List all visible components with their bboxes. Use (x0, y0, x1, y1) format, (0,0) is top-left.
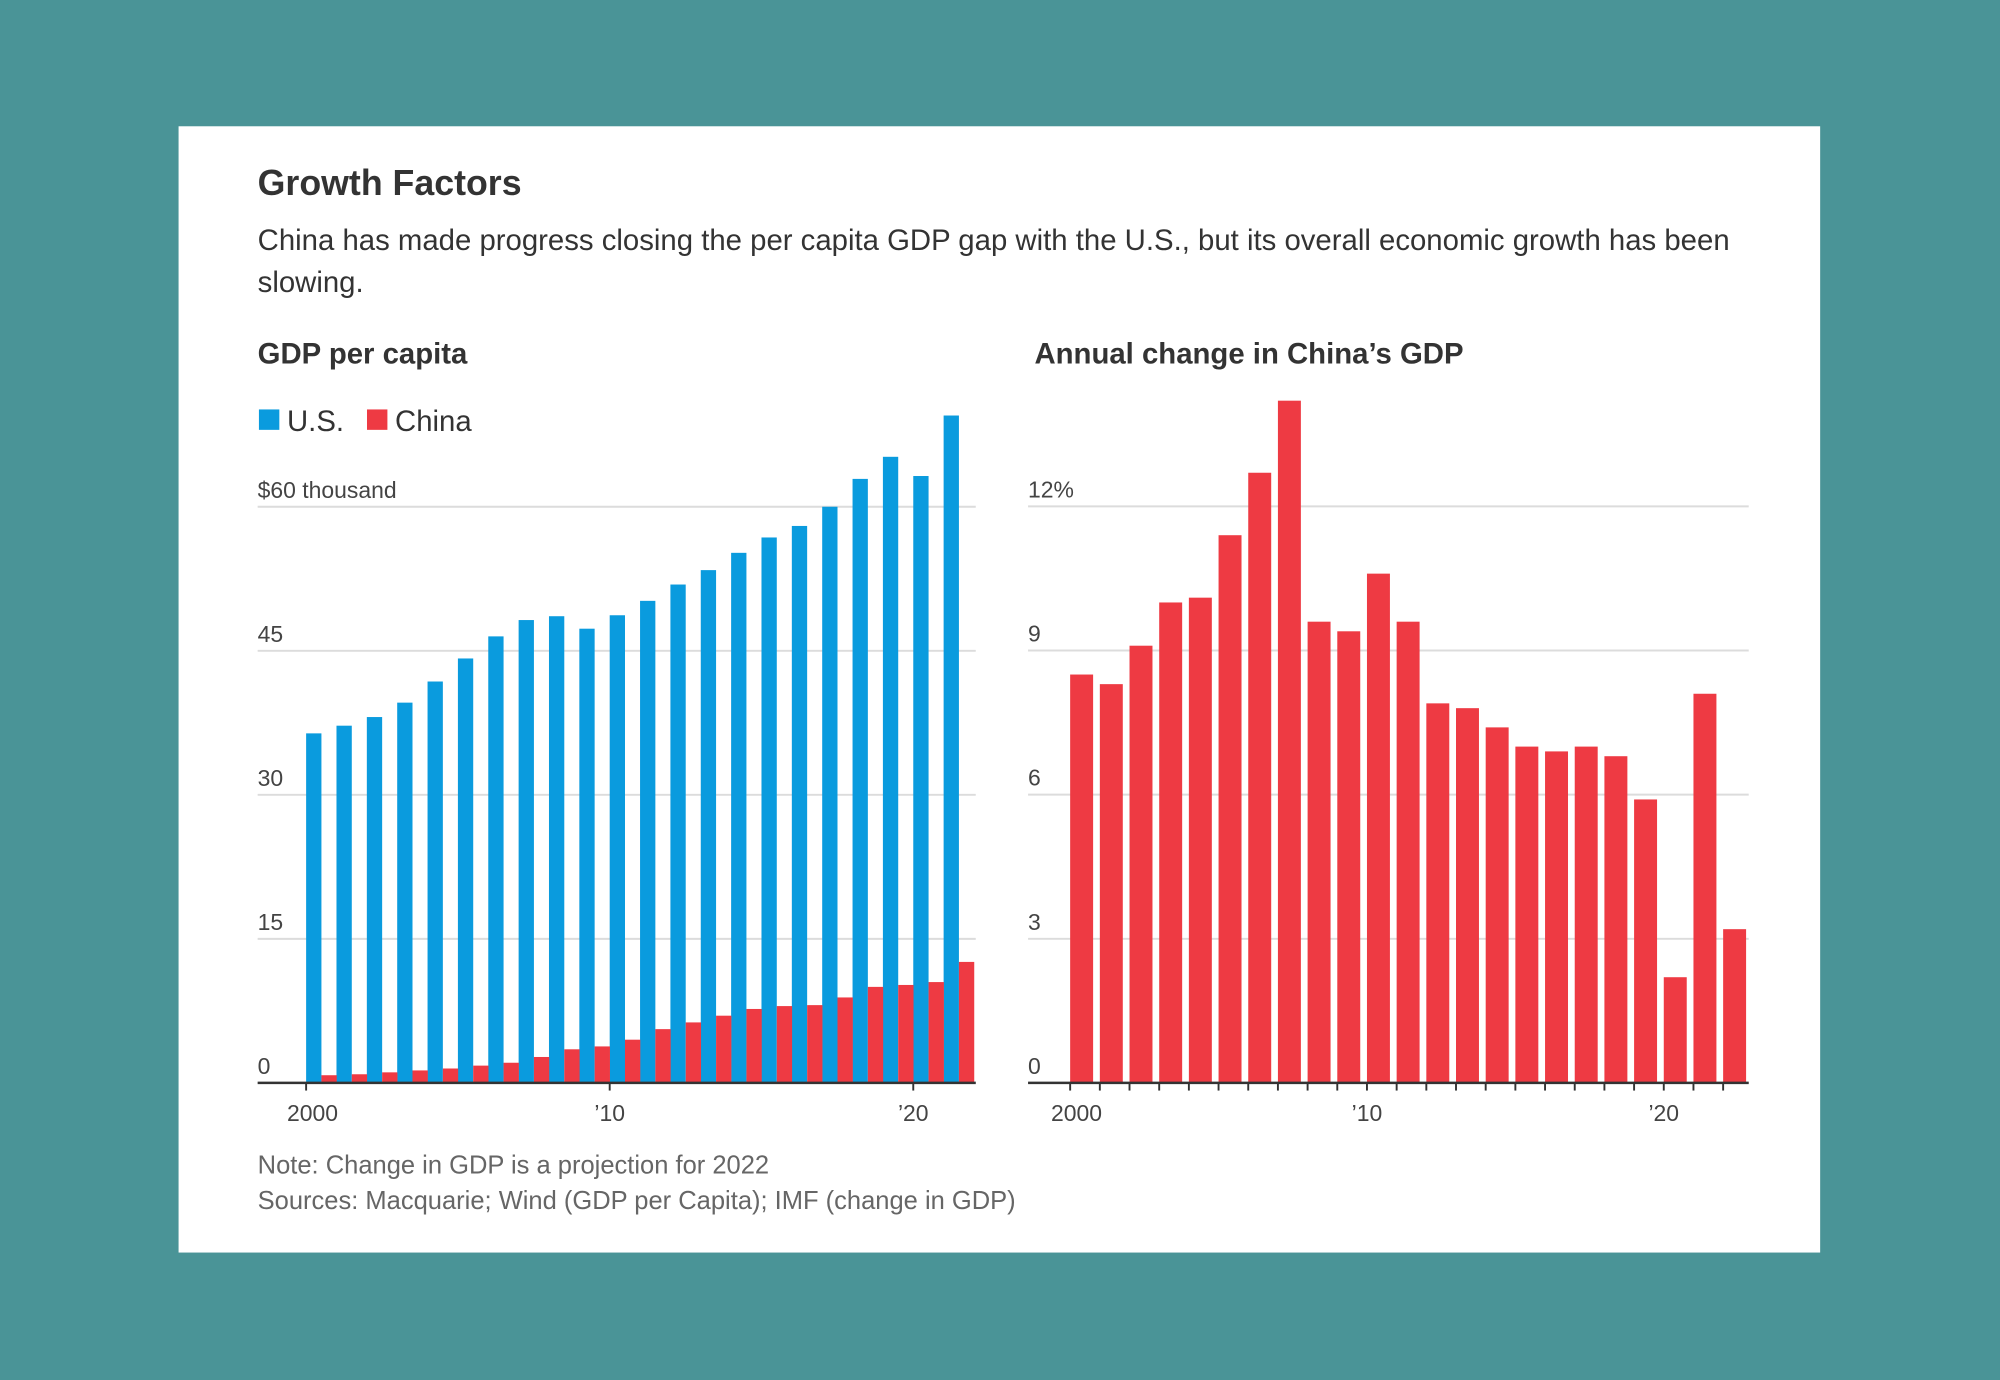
y-tick-label: 12% (1028, 476, 1074, 502)
sources: Sources: Macquarie; Wind (GDP per Capita… (257, 1187, 1016, 1216)
bar (791, 525, 808, 1083)
bar (1188, 597, 1212, 1083)
bar (1604, 756, 1628, 1083)
bar (655, 1029, 671, 1083)
bar (473, 1065, 489, 1083)
bar (321, 1075, 337, 1083)
bar (1366, 573, 1390, 1083)
x-tick-label: ’20 (1648, 1100, 1679, 1126)
bar (351, 1074, 368, 1083)
bar (716, 1015, 732, 1083)
bar (442, 1068, 459, 1083)
bar (1396, 621, 1420, 1083)
bar (943, 415, 959, 1083)
bar (685, 1022, 702, 1083)
x-tick-label: ’10 (594, 1100, 625, 1126)
y-tick-label: 6 (1028, 765, 1041, 791)
bar (382, 1072, 398, 1083)
bar (882, 456, 899, 1083)
bar (898, 984, 914, 1083)
bar (533, 1056, 550, 1083)
bar (1129, 645, 1153, 1083)
x-tick-label: 2000 (1051, 1100, 1102, 1126)
bar (412, 1070, 428, 1083)
bar (1574, 746, 1598, 1083)
bar (1485, 727, 1509, 1083)
bar (761, 537, 777, 1083)
bar (594, 1046, 610, 1083)
bar (306, 733, 322, 1083)
legend-swatch (258, 409, 280, 430)
bar (822, 506, 838, 1083)
bar (366, 717, 383, 1083)
bar (579, 628, 595, 1083)
bar (746, 1008, 762, 1083)
bar (700, 570, 717, 1083)
note: Note: Change in GDP is a projection for … (257, 1151, 770, 1180)
bar (1277, 400, 1301, 1083)
legend-swatch (366, 409, 388, 430)
bar (336, 725, 352, 1083)
bar (1337, 631, 1361, 1083)
y-tick-label: 45 (258, 621, 284, 647)
y-tick-label: 3 (1028, 909, 1041, 935)
bar (1663, 977, 1687, 1083)
bar (958, 961, 975, 1083)
bar (427, 681, 443, 1083)
x-tick-label: ’10 (1352, 1100, 1383, 1126)
bar (1723, 929, 1747, 1083)
subtitle: China has made progress closing the per … (257, 223, 1730, 299)
bar (913, 476, 929, 1083)
x-tick-label: 2000 (287, 1100, 338, 1126)
y-tick-label: 0 (258, 1053, 271, 1079)
bar (488, 636, 504, 1083)
chart-title: Annual change in China’s GDP (1034, 338, 1463, 371)
y-tick-label: 9 (1028, 621, 1041, 647)
title: Growth Factors (257, 163, 522, 203)
bar (1515, 746, 1539, 1083)
bar (503, 1062, 519, 1083)
bar (609, 615, 625, 1083)
bar (1307, 621, 1331, 1083)
y-tick-label: 15 (258, 909, 284, 935)
bar (1248, 472, 1272, 1083)
bar (928, 982, 944, 1083)
bar (731, 552, 747, 1083)
y-tick-label: 30 (258, 765, 284, 791)
y-tick-label: $60 thousand (258, 477, 397, 503)
bar (1070, 674, 1094, 1083)
bar (1634, 799, 1658, 1083)
bar (670, 584, 686, 1083)
chart-title: GDP per capita (258, 338, 468, 371)
bar (518, 620, 534, 1083)
bar (1545, 751, 1569, 1083)
bar (1456, 708, 1479, 1083)
bar (1159, 602, 1183, 1083)
x-tick-label: ’20 (898, 1100, 929, 1126)
bar (867, 986, 884, 1083)
bar (852, 478, 868, 1083)
legend-label: China (395, 405, 472, 438)
bar (640, 600, 656, 1083)
bar (1426, 703, 1450, 1083)
bar (1099, 684, 1123, 1083)
bar (397, 702, 413, 1083)
bar (624, 1039, 641, 1083)
bar (457, 658, 474, 1083)
bar (1218, 535, 1242, 1083)
bar (776, 1006, 793, 1083)
bar (837, 997, 853, 1083)
bar (548, 616, 565, 1083)
bar (564, 1049, 580, 1083)
legend-label: U.S. (287, 405, 344, 438)
bar (807, 1005, 823, 1083)
bar (1693, 693, 1717, 1083)
y-tick-label: 0 (1028, 1053, 1041, 1079)
